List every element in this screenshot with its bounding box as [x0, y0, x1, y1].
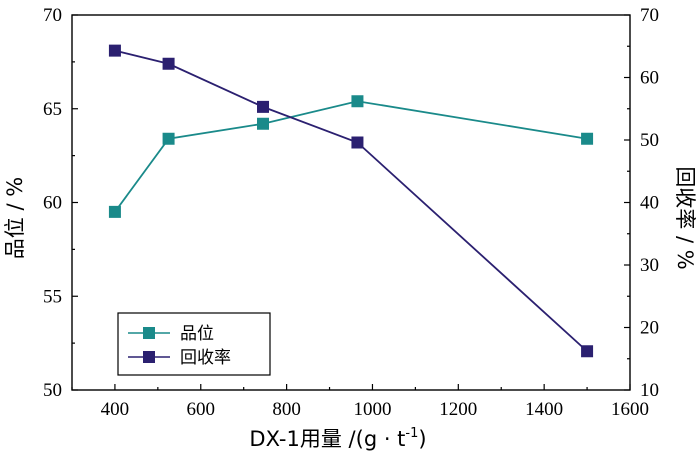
- y-left-tick-label: 65: [43, 99, 62, 120]
- data-point-series-1: [581, 345, 594, 358]
- data-point-series-0: [162, 132, 175, 145]
- legend-label-recovery: 回收率: [180, 348, 231, 368]
- legend-marker-grade: [143, 327, 155, 339]
- y-right-tick-label: 50: [640, 130, 659, 151]
- data-point-series-1: [108, 44, 121, 57]
- x-axis-title-end: ): [418, 427, 426, 451]
- y-right-tick-label: 30: [640, 255, 659, 276]
- legend-marker-recovery: [143, 351, 155, 363]
- legend-box: [117, 312, 271, 376]
- y-right-tick-label: 60: [640, 68, 659, 89]
- series-line-0: [114, 100, 588, 213]
- data-point-series-0: [351, 95, 364, 108]
- y-right-tick-label: 10: [640, 380, 659, 401]
- legend: 品位 回收率: [117, 312, 271, 376]
- x-tick-label: 800: [272, 399, 301, 420]
- data-point-series-1: [351, 136, 364, 149]
- y-left-tick-label: 55: [43, 286, 62, 307]
- series-line-1: [114, 49, 588, 352]
- data-point-series-0: [257, 117, 270, 130]
- x-axis-title-main: DX-1用量 /(g · t: [249, 427, 405, 451]
- data-point-series-1: [162, 57, 175, 70]
- legend-label-grade: 品位: [180, 324, 214, 344]
- x-tick-label: 400: [101, 399, 130, 420]
- y-axis-left-title: 品位 / %: [3, 177, 27, 259]
- data-point-series-1: [257, 100, 270, 113]
- x-axis-title-superscript: -1: [405, 426, 418, 441]
- y-axis-right-title: 回收率 / %: [673, 166, 697, 269]
- y-right-tick-label: 40: [640, 193, 659, 214]
- x-tick-label: 1200: [439, 399, 477, 420]
- x-tick-label: 600: [187, 399, 216, 420]
- y-left-tick-label: 60: [43, 193, 62, 214]
- series-layer: [108, 44, 594, 358]
- y-left-tick-label: 70: [43, 5, 62, 26]
- data-point-series-0: [108, 205, 121, 218]
- y-right-tick-label: 20: [640, 318, 659, 339]
- x-tick-label: 1400: [525, 399, 563, 420]
- y-left-tick-label: 50: [43, 380, 62, 401]
- x-axis-title: DX-1用量 /(g · t-1): [249, 426, 426, 451]
- axes: 400 600 800 1000 1200 1400 1600 50 55 60 65 70 10 20 3…: [43, 5, 659, 420]
- x-tick-label: 1000: [353, 399, 391, 420]
- x-tick-label: 1600: [611, 399, 649, 420]
- data-point-series-0: [581, 132, 594, 145]
- y-right-tick-label: 70: [640, 5, 659, 26]
